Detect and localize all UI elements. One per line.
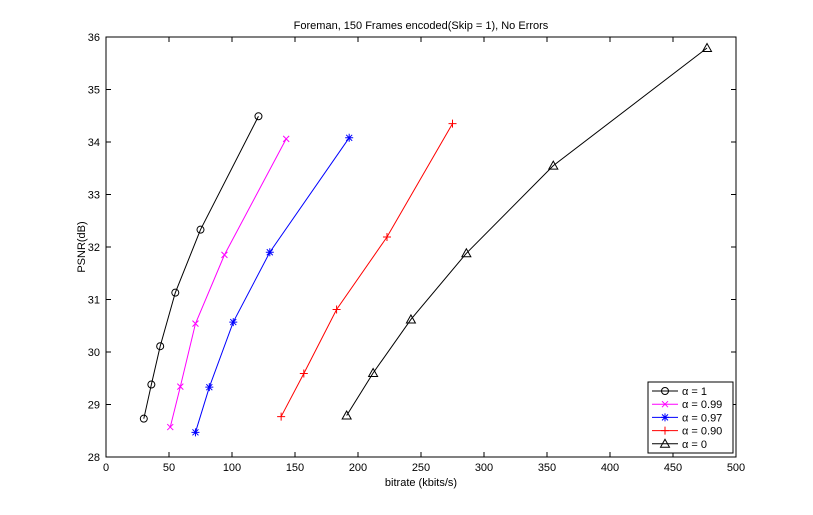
plus-marker [299,369,308,378]
series-1 [166,135,290,431]
y-tick-label: 28 [88,452,100,464]
legend-item: α = 0.90 [652,426,722,438]
x-tick-label: 450 [664,462,682,474]
x-axis-label: bitrate (kbits/s) [385,477,457,489]
x-marker [166,423,174,431]
circle-marker [254,112,263,121]
circle-marker [139,414,148,423]
y-tick-label: 32 [88,242,100,254]
circle-marker [171,288,180,297]
legend-label: α = 0.99 [682,399,722,411]
x-tick-label: 400 [601,462,619,474]
y-tick-label: 34 [88,137,100,149]
y-tick-label: 33 [88,190,100,202]
star-marker [191,428,200,437]
x-marker [221,251,228,259]
triangle-marker [367,367,379,377]
star-marker [661,413,669,422]
triangle-marker [701,42,713,53]
x-marker [661,400,669,408]
legend-label: α = 0 [682,439,707,451]
triangle-marker [405,313,417,324]
series-3 [277,119,457,421]
x-tick-label: 500 [727,462,745,474]
x-marker [176,383,184,391]
plus-marker [382,233,391,242]
x-tick-label: 300 [475,462,493,474]
series-line [143,116,259,419]
series-4 [341,42,713,420]
x-marker [192,320,199,328]
plot-area [105,36,737,458]
circle-marker [661,387,669,395]
triangle-marker [461,247,472,258]
y-axis-label: PSNR(dB) [76,221,88,272]
legend-item: α = 1 [652,386,707,398]
x-tick-label: 200 [349,462,367,474]
x-axis: 0 50 100 150 200 250 300 350 400 450 500 [103,37,745,474]
chart-title: Foreman, 150 Frames encoded(Skip = 1), N… [294,20,549,32]
y-tick-label: 31 [88,295,100,307]
legend: α = 1α = 0.99α = 0.97 α = 0.90α = 0 [647,381,734,454]
x-tick-label: 350 [538,462,556,474]
plus-marker [332,305,341,314]
x-tick-label: 50 [163,462,175,474]
x-tick-label: 150 [286,462,304,474]
x-tick-label: 250 [412,462,430,474]
circle-marker [147,380,156,389]
star-marker [265,248,274,257]
legend-label: α = 0.97 [682,412,722,424]
triangle-marker [341,410,353,420]
series-2 [191,133,354,437]
y-tick-label: 29 [88,400,100,412]
x-tick-label: 0 [103,462,109,474]
plus-marker [448,119,457,128]
x-tick-label: 100 [223,462,241,474]
star-marker [345,133,354,142]
y-axis: 28 29 30 31 32 33 34 35 36 [88,32,736,464]
series-layer [139,42,713,437]
y-tick-label: 35 [88,85,100,97]
legend-item: α = 0 [652,438,707,451]
x-marker [282,135,290,143]
y-tick-label: 36 [88,32,100,44]
legend-item: α = 0.99 [652,399,722,411]
legend-label: α = 0.90 [682,426,722,438]
triangle-marker [547,160,559,170]
legend-label: α = 1 [682,386,707,398]
circle-marker [196,225,205,234]
circle-marker [156,342,165,351]
legend-item: α = 0.97 [652,412,722,424]
y-tick-label: 30 [88,347,100,359]
plus-marker [661,426,669,435]
star-marker [229,318,238,327]
triangle-marker [659,438,671,448]
series-0 [139,112,263,423]
star-marker [205,383,214,392]
series-line [346,47,708,416]
plus-marker [277,412,286,421]
